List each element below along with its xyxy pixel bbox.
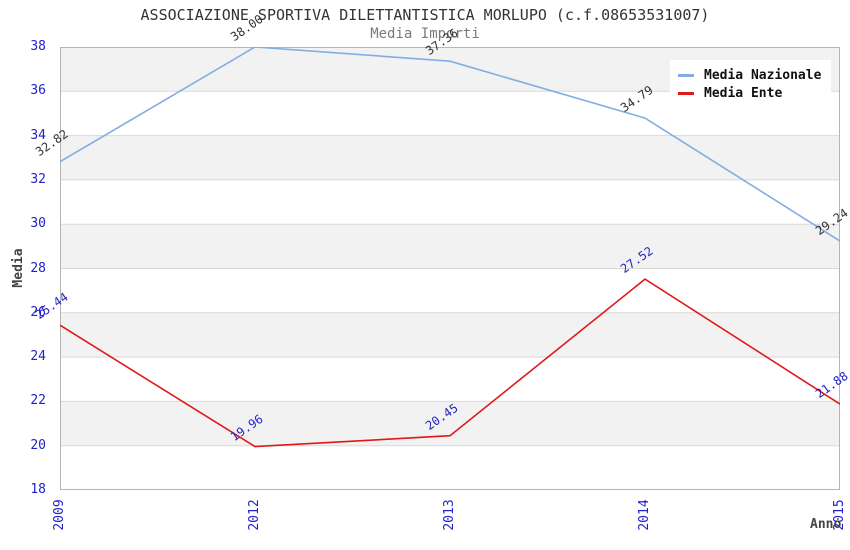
- chart-subtitle: Media Importi: [370, 26, 480, 42]
- y-tick-label: 32: [30, 171, 46, 187]
- plot-area: [60, 47, 840, 490]
- x-tick-label: 2013: [442, 499, 457, 531]
- y-tick-label: 20: [30, 437, 46, 453]
- y-tick-label: 38: [30, 39, 46, 54]
- legend-item: Media Nazionale: [678, 66, 821, 84]
- legend-swatch-icon: [678, 73, 694, 77]
- y-tick-label: 34: [30, 127, 46, 143]
- legend-label: Media Ente: [704, 85, 783, 101]
- y-tick-label: 26: [30, 304, 46, 320]
- y-axis-title: Media: [11, 248, 26, 288]
- legend-label: Media Nazionale: [704, 67, 822, 83]
- series-line-media-ente: [60, 278, 840, 448]
- x-axis-title: Anno: [810, 517, 842, 532]
- y-tick-label: 28: [30, 260, 46, 276]
- legend-item: Media Ente: [678, 84, 821, 102]
- y-tick-label: 30: [30, 216, 46, 232]
- legend: Media Nazionale Media Ente: [670, 60, 832, 108]
- y-tick-label: 36: [30, 83, 46, 99]
- x-tick-label: 2014: [637, 499, 652, 531]
- x-tick-label: 2009: [52, 499, 67, 531]
- series-line-media-nazionale: [60, 47, 840, 242]
- x-tick-label: 2012: [247, 499, 262, 531]
- y-tick-label: 18: [30, 482, 46, 497]
- y-tick-label: 22: [30, 393, 46, 409]
- legend-swatch-icon: [678, 91, 694, 95]
- y-tick-label: 24: [30, 349, 46, 365]
- chart-title: ASSOCIAZIONE SPORTIVA DILETTANTISTICA MO…: [140, 6, 710, 24]
